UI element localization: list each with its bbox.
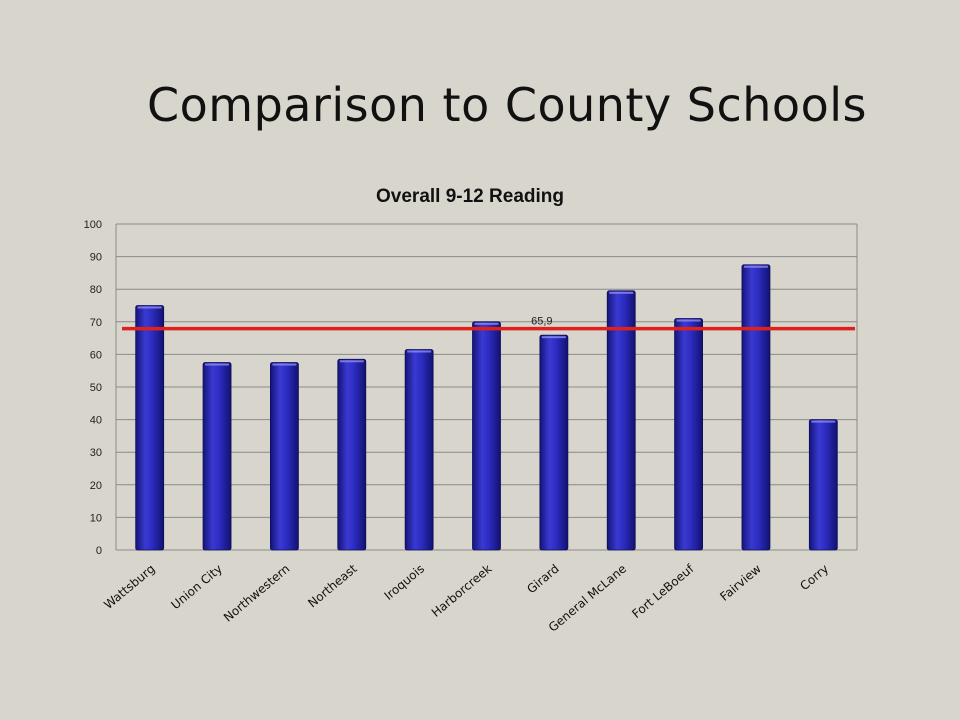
bar-highlight bbox=[339, 360, 364, 363]
chart-title: Overall 9-12 Reading bbox=[376, 186, 564, 207]
y-tick-label: 70 bbox=[90, 317, 102, 329]
bar bbox=[202, 362, 232, 551]
y-tick-label: 50 bbox=[90, 382, 102, 394]
bar bbox=[674, 318, 703, 551]
x-tick-label: Girard bbox=[524, 562, 562, 597]
bar bbox=[606, 290, 636, 551]
x-tick-label: Corry bbox=[797, 562, 831, 594]
data-labels: 65,9 bbox=[531, 316, 552, 328]
bar bbox=[135, 305, 165, 551]
y-tick-label: 20 bbox=[90, 480, 102, 492]
y-tick-label: 10 bbox=[90, 512, 102, 524]
x-tick-label: Northwestern bbox=[221, 562, 292, 625]
bar-highlight bbox=[205, 363, 230, 366]
bars bbox=[135, 264, 838, 551]
bar-highlight bbox=[609, 291, 634, 294]
bar-highlight bbox=[811, 420, 836, 423]
bar-highlight bbox=[137, 306, 162, 309]
y-axis-ticks: 0 10 20 30 40 50 60 70 80 90 100 bbox=[84, 219, 102, 557]
x-tick-label: Fort LeBoeuf bbox=[629, 561, 697, 621]
data-label: 65,9 bbox=[531, 316, 552, 328]
y-tick-label: 0 bbox=[96, 545, 102, 557]
bar bbox=[808, 419, 838, 551]
x-tick-label: Fairview bbox=[717, 561, 764, 603]
y-tick-label: 40 bbox=[90, 415, 102, 427]
x-tick-label: Harborcreek bbox=[429, 562, 495, 620]
y-tick-label: 30 bbox=[90, 447, 102, 459]
slide-title: Comparison to County Schools bbox=[147, 78, 867, 132]
bar bbox=[539, 334, 569, 551]
bar-highlight bbox=[743, 265, 768, 268]
y-tick-label: 90 bbox=[90, 252, 102, 264]
bar-highlight bbox=[474, 322, 499, 325]
x-tick-label: Union City bbox=[168, 562, 225, 613]
bar bbox=[741, 264, 771, 551]
bar-highlight bbox=[272, 363, 297, 366]
bar-highlight bbox=[407, 350, 432, 353]
bar-highlight bbox=[541, 336, 566, 339]
x-tick-label: Iroquois bbox=[382, 562, 428, 603]
y-tick-label: 80 bbox=[90, 284, 102, 296]
y-tick-label: 100 bbox=[84, 219, 102, 231]
bar bbox=[404, 349, 434, 551]
bar bbox=[472, 321, 501, 551]
bar bbox=[270, 362, 299, 551]
y-tick-label: 60 bbox=[90, 349, 102, 361]
x-tick-label: Northeast bbox=[305, 561, 360, 610]
x-tick-label: Wattsburg bbox=[101, 562, 157, 612]
bar-highlight bbox=[676, 319, 701, 322]
bar bbox=[337, 358, 367, 551]
